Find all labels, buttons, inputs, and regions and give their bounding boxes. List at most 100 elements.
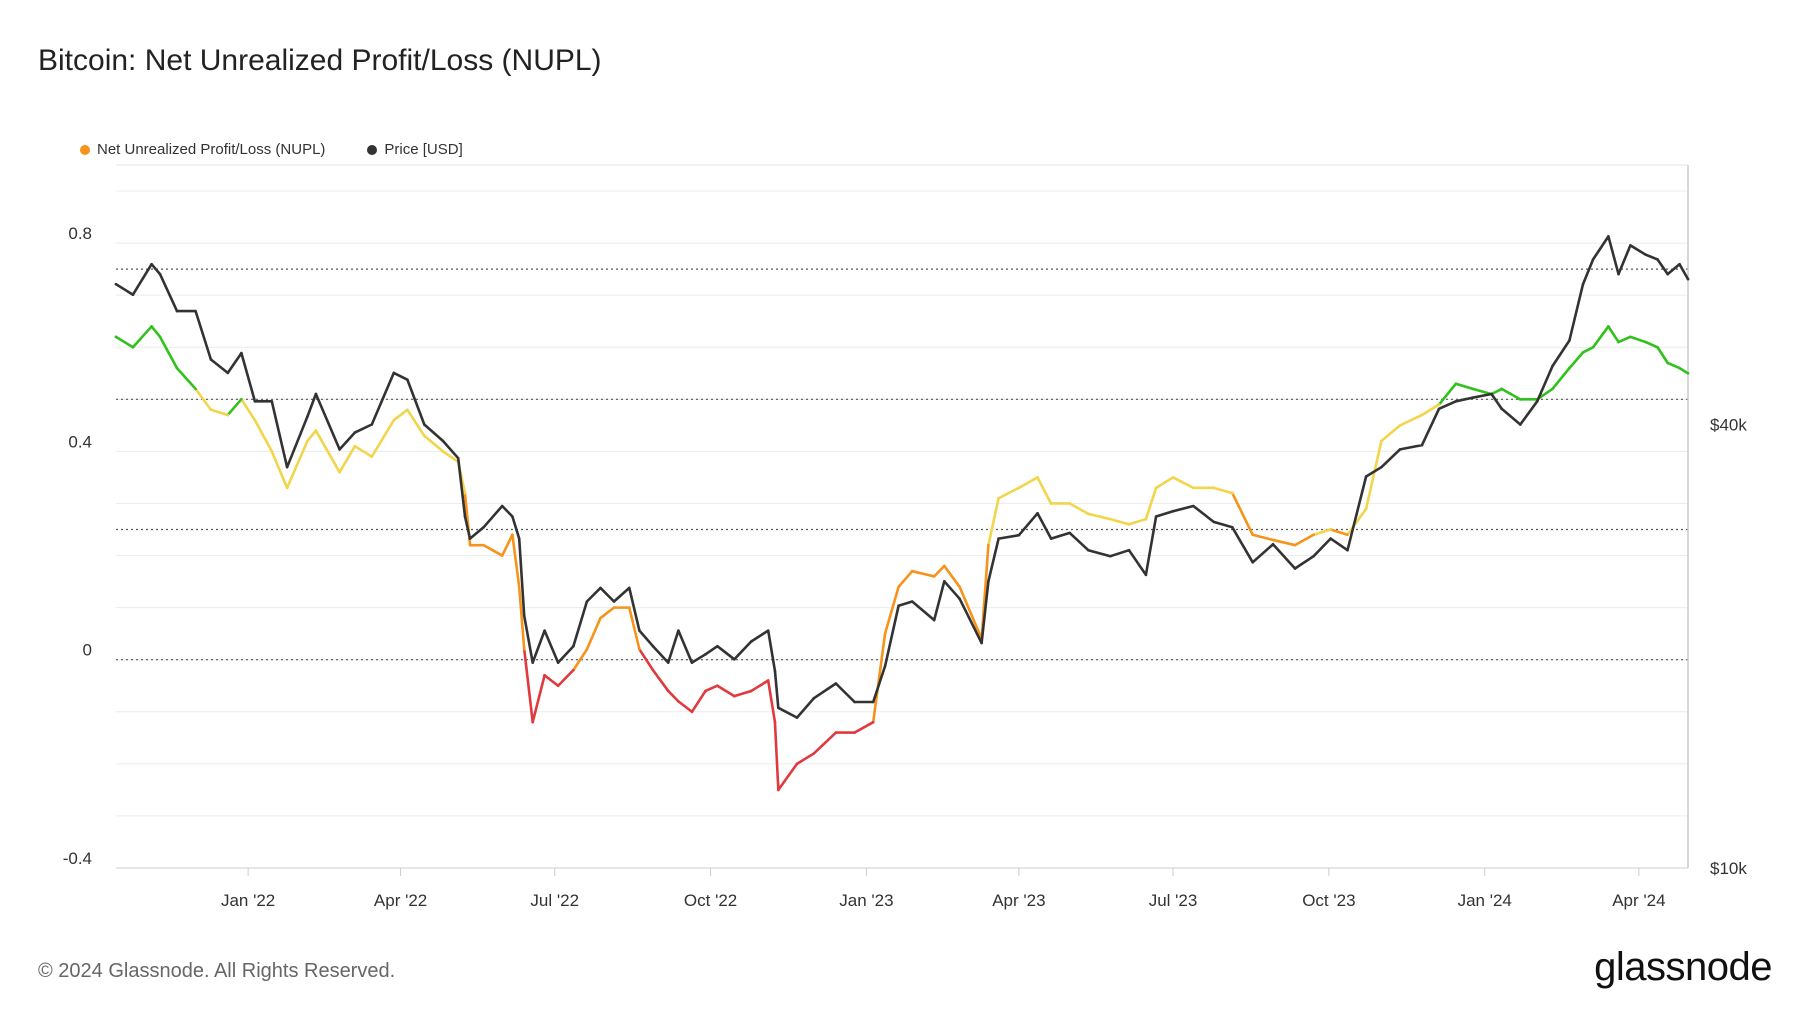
nupl-point (131, 345, 135, 349)
nupl-point (997, 496, 1000, 500)
nupl-line-segment (314, 429, 341, 474)
price-point (338, 448, 341, 451)
nupl-point (1049, 502, 1053, 505)
nupl-point (1154, 486, 1158, 490)
price-point (456, 456, 460, 460)
nupl-line-segment (1068, 502, 1090, 516)
legend-nupl-label: Net Unrealized Profit/Loss (NUPL) (97, 141, 326, 158)
nupl-line-segment (812, 731, 838, 755)
price-point (511, 515, 514, 518)
nupl-line-segment (704, 684, 719, 693)
price-point (958, 597, 961, 601)
price-point (932, 618, 936, 622)
price-point (1420, 443, 1424, 447)
nupl-point (1017, 486, 1021, 490)
nupl-line-segment (114, 335, 135, 349)
nupl-line-segment (441, 450, 460, 464)
nupl-line-segment (1607, 325, 1620, 344)
nupl-line-segment (1666, 361, 1681, 370)
nupl-point (834, 731, 838, 734)
nupl-line-segment (423, 434, 445, 453)
nupl-line-segment (370, 418, 396, 458)
price-point (1500, 407, 1503, 411)
nupl-point (531, 720, 535, 724)
price-point (1212, 520, 1215, 524)
nupl-line-segment (677, 700, 694, 714)
price-point (482, 526, 485, 529)
nupl-point (556, 684, 560, 688)
price-point (226, 371, 230, 375)
x-tick-label: Jan '23 (839, 891, 893, 910)
nupl-line-segment (306, 429, 318, 443)
nupl-line-segment (1500, 387, 1522, 401)
price-point (1364, 475, 1368, 478)
nupl-line-segment (511, 533, 521, 589)
nupl-point (651, 668, 655, 672)
price-point (1686, 277, 1690, 281)
nupl-point (1231, 491, 1234, 495)
nupl-point (910, 569, 914, 573)
price-point (1629, 244, 1632, 247)
price-point (704, 653, 707, 656)
nupl-point (897, 585, 900, 589)
nupl-point (1471, 387, 1475, 391)
price-point (1017, 533, 1021, 537)
price-point (1568, 339, 1571, 342)
nupl-line-segment (543, 674, 560, 688)
price-point (285, 465, 289, 469)
price-point (1581, 282, 1585, 286)
price-point (599, 586, 602, 590)
price-point (1087, 548, 1090, 552)
price-point (716, 644, 719, 648)
nupl-line-segment (883, 585, 900, 635)
axes (116, 165, 1689, 876)
nupl-line-segment (131, 325, 153, 349)
nupl-point (958, 585, 961, 589)
nupl-point (150, 325, 153, 328)
price-point (1535, 400, 1539, 403)
nupl-line-segment (1656, 345, 1669, 365)
price-point (897, 604, 900, 608)
nupl-point (1666, 361, 1669, 365)
nupl-line-segment (1017, 476, 1039, 490)
nupl-line-segment (150, 325, 162, 339)
price-point (1678, 262, 1681, 266)
x-tick-label: Oct '23 (1302, 891, 1355, 910)
nupl-point (1607, 325, 1610, 328)
nupl-point (773, 720, 777, 724)
nupl-line-segment (1036, 476, 1053, 505)
price-line (114, 235, 1690, 719)
nupl-line-segment (1551, 366, 1571, 391)
price-point (1154, 515, 1158, 518)
price-point (1551, 364, 1554, 368)
nupl-line-segment (1144, 486, 1158, 521)
legend-item-price[interactable]: Price [USD] (367, 141, 463, 158)
nupl-point (392, 418, 396, 422)
nupl-line-segment (1454, 382, 1475, 391)
nupl-point (612, 606, 616, 609)
nupl-point (1251, 533, 1254, 537)
price-series (114, 235, 1690, 719)
nupl-line-segment (943, 564, 961, 589)
nupl-line-segment (666, 689, 680, 703)
nupl-line-segment (531, 674, 546, 724)
price-point (1471, 396, 1475, 399)
price-point (910, 600, 914, 603)
nupl-point (1192, 486, 1195, 490)
legend-item-nupl[interactable]: Net Unrealized Profit/Loss (NUPL) (80, 141, 325, 158)
nupl-point (406, 408, 409, 412)
nupl-line-segment (392, 408, 409, 422)
price-point (987, 579, 990, 583)
nupl-point (666, 689, 670, 693)
x-tick-label: Jul '23 (1149, 891, 1198, 910)
nupl-line-segment (194, 387, 213, 412)
nupl-line-segment (599, 606, 616, 620)
price-point (1329, 537, 1332, 540)
price-point (1144, 573, 1148, 577)
nupl-point (441, 450, 445, 453)
price-point (1293, 567, 1297, 570)
nupl-point (1454, 382, 1458, 386)
nupl-point (749, 689, 753, 693)
nupl-point (1551, 387, 1554, 391)
